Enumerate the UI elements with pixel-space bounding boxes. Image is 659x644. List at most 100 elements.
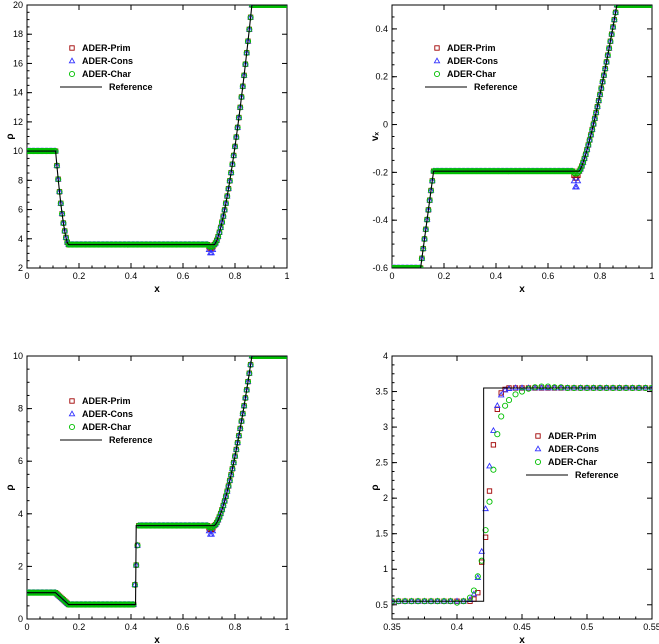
data-point (551, 384, 558, 391)
x-tick-label: 0.4 (451, 622, 464, 632)
data-point (578, 162, 585, 170)
data-point (218, 219, 226, 226)
x-tick-label: 0.6 (542, 271, 555, 281)
y-tick-label: 8 (18, 175, 23, 185)
data-point (525, 385, 532, 392)
legend-label: ADER-Char (447, 69, 497, 79)
series-circle (27, 356, 287, 608)
data-point (589, 126, 596, 133)
data-point (512, 391, 519, 398)
y-tick-label: 12 (13, 117, 23, 127)
x-tick-label: 0 (24, 271, 29, 281)
x-tick-label: 0.4 (490, 271, 503, 281)
x-tick-label: 0.35 (383, 622, 401, 632)
series-square (392, 5, 652, 268)
x-tick-label: 0.6 (177, 622, 190, 632)
x-axis-title: x (154, 635, 160, 644)
y-tick-label: 0 (383, 120, 388, 130)
data-point (208, 530, 215, 537)
x-tick-label: 0.4 (125, 271, 138, 281)
y-tick-label: 3 (383, 422, 388, 432)
data-point (581, 155, 588, 162)
data-point (218, 506, 226, 513)
y-tick-label: 1 (383, 564, 388, 574)
data-point (578, 162, 586, 169)
data-point (490, 442, 497, 448)
data-point (498, 390, 504, 396)
y-tick-label: -0.4 (372, 215, 388, 225)
y-tick-label: 6 (18, 205, 23, 215)
y-tick-label: 16 (13, 58, 23, 68)
data-point (131, 581, 138, 588)
y-tick-label: 2 (18, 263, 23, 273)
plot-frame (391, 355, 653, 620)
legend-label: ADER-Cons (447, 56, 498, 66)
data-point (574, 177, 582, 184)
y-tick-label: -0.2 (372, 167, 388, 177)
y-tick-label: -0.6 (372, 263, 388, 273)
legend-marker (535, 433, 541, 439)
series-circle (27, 5, 287, 250)
data-point (505, 397, 513, 404)
data-point (486, 462, 493, 469)
data-point (217, 509, 225, 516)
legend-marker (68, 410, 76, 417)
data-point (486, 498, 493, 505)
y-axis-title: ρ (370, 484, 381, 490)
y-tick-label: 18 (13, 29, 23, 39)
legend-label: ADER-Cons (82, 56, 133, 66)
x-tick-label: 0.6 (177, 271, 190, 281)
data-point (482, 527, 489, 534)
data-point (453, 599, 461, 606)
data-point (215, 233, 222, 240)
legend-marker (433, 70, 441, 78)
series-triangle (392, 384, 652, 604)
data-point (494, 431, 501, 438)
data-point (557, 384, 565, 391)
legend-label: Reference (109, 82, 153, 92)
legend: ADER-Prim ADER-Cons ADER-Char Reference (526, 431, 619, 480)
data-point (531, 384, 539, 391)
data-point (478, 557, 485, 564)
legend-label: ADER-Char (82, 69, 132, 79)
y-axis-title: vₓ (370, 132, 381, 142)
y-tick-label: 3.5 (375, 387, 388, 397)
data-point (478, 547, 486, 554)
legend-marker (69, 398, 75, 404)
y-tick-label: 0 (18, 614, 23, 624)
x-tick-label: 0.45 (513, 622, 531, 632)
x-tick-label: 0.8 (229, 271, 242, 281)
legend-marker (68, 70, 76, 78)
data-layer (27, 356, 287, 608)
data-point (217, 224, 224, 231)
x-tick-label: 0.55 (643, 622, 659, 632)
legend-marker (434, 45, 440, 51)
legend-label: ADER-Prim (548, 431, 597, 441)
legend-marker (68, 57, 76, 64)
x-axis-title: x (154, 284, 160, 295)
y-axis-title: ρ (5, 484, 16, 490)
legend: ADER-Prim ADER-Cons ADER-Char Reference (425, 43, 518, 92)
reference-line (392, 387, 652, 602)
y-tick-label: 2 (383, 493, 388, 503)
legend-marker (69, 45, 75, 51)
legend-label: ADER-Cons (548, 444, 599, 454)
legend-marker (433, 57, 441, 64)
data-point (474, 574, 482, 581)
reference-line (392, 5, 652, 268)
x-tick-label: 0.2 (73, 271, 86, 281)
y-tick-label: 10 (13, 146, 23, 156)
reference-line (27, 356, 287, 606)
data-point (226, 477, 233, 484)
data-point (466, 594, 474, 601)
series-circle (392, 5, 652, 268)
y-tick-label: 4 (18, 234, 23, 244)
y-tick-label: 0.5 (375, 600, 388, 610)
chart-panel-4: 0.35 0.4 0.45 0.5 0.55 0.5 1 1.5 2 2.5 3 3.5 4 x ρ ADER… (370, 351, 659, 644)
x-tick-label: 0.5 (581, 622, 594, 632)
y-axis-title: ρ (5, 133, 16, 139)
data-point (577, 166, 584, 173)
chart-panel-2: 0 0.2 0.4 0.6 0.8 1 -0.6 -0.4 -0.2 0 0.2 0.4 x vₓ ADER… (370, 4, 655, 295)
chart-panel-3: 0 0.2 0.4 0.6 0.8 10246810xρADER-PrimADER-Con… (5, 351, 290, 644)
